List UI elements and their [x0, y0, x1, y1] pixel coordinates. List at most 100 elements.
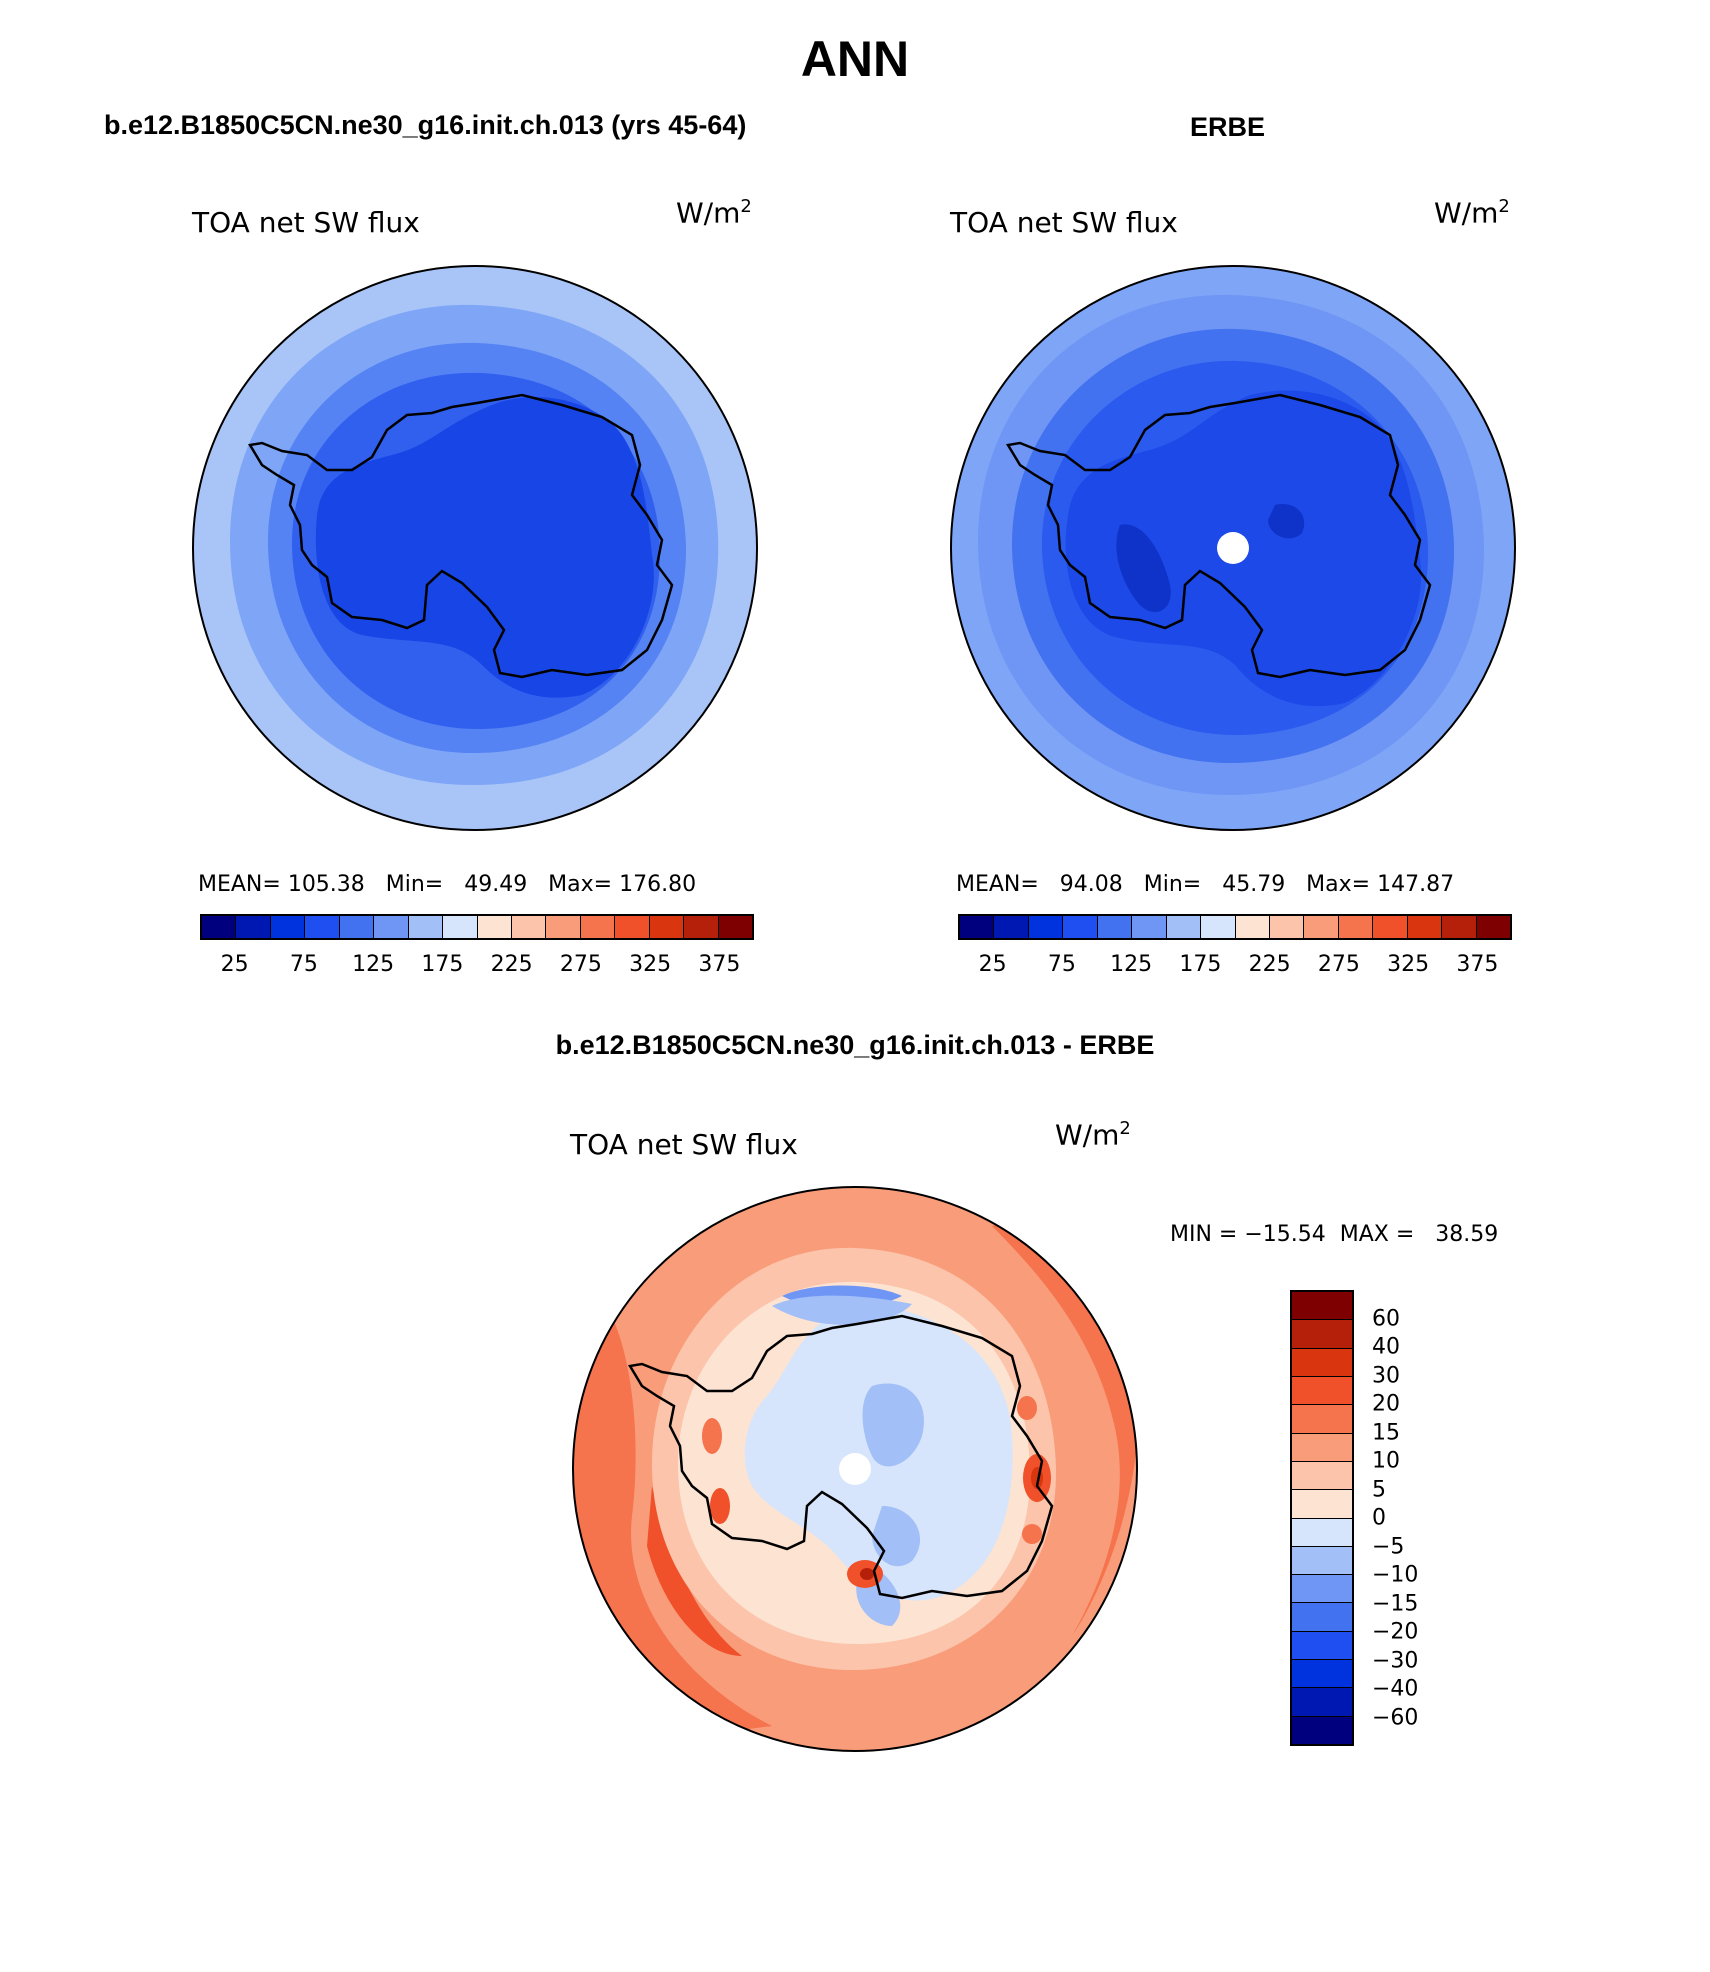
- colorbar-swatch: [615, 916, 650, 938]
- colorbar-swatch: [580, 916, 616, 938]
- colorbar-swatch: [408, 916, 444, 938]
- colorbar-swatch: [1442, 916, 1477, 938]
- colorbar-swatch: [1292, 1546, 1352, 1576]
- colorbar-swatch: [1292, 1518, 1352, 1547]
- colorbar-tick-label: 0: [1372, 1505, 1386, 1531]
- colorbar-tick-label: 325: [1387, 952, 1430, 977]
- obs-stats: MEAN= 94.08 Min= 45.79 Max= 147.87: [956, 872, 1455, 897]
- colorbar-swatch: [1292, 1320, 1352, 1349]
- colorbar-swatch: [1292, 1348, 1352, 1377]
- diff-panel-title: b.e12.B1850C5CN.ne30_g16.init.ch.013 - E…: [555, 1030, 1155, 1060]
- colorbar-swatch: [1201, 916, 1236, 938]
- obs-panel-title: ERBE: [1190, 112, 1266, 142]
- missing-data-pole: [839, 1453, 871, 1485]
- colorbar-swatch: [1292, 1603, 1352, 1632]
- model-panel-title: b.e12.B1850C5CN.ne30_g16.init.ch.013 (yr…: [104, 110, 747, 140]
- colorbar-tick-label: −30: [1372, 1648, 1419, 1673]
- colorbar-swatch: [1304, 916, 1339, 938]
- colorbar-swatch: [1292, 1376, 1352, 1406]
- colorbar-swatch: [1292, 1660, 1352, 1689]
- colorbar-tick-label: −60: [1372, 1705, 1419, 1730]
- diff-variable-label: TOA net SW flux: [570, 1128, 798, 1161]
- colorbar-swatch: [1292, 1575, 1352, 1604]
- diff-colorbar: [1290, 1290, 1354, 1746]
- colorbar-tick-label: 15: [1372, 1420, 1400, 1445]
- colorbar-swatch: [1292, 1631, 1352, 1661]
- colorbar-tick-label: 375: [698, 952, 741, 977]
- colorbar-swatch: [994, 916, 1029, 938]
- colorbar-swatch: [443, 916, 478, 938]
- antarctica-coastline: [247, 393, 674, 679]
- model-polar-map: [192, 265, 758, 831]
- colorbar-tick-label: 325: [629, 952, 672, 977]
- obs-variable-label: TOA net SW flux: [950, 206, 1178, 239]
- colorbar-tick-label: −20: [1372, 1619, 1419, 1645]
- missing-data-pole: [1217, 532, 1249, 564]
- obs-colorbar: [958, 914, 1512, 940]
- colorbar-swatch: [1063, 916, 1098, 938]
- colorbar-swatch: [236, 916, 271, 938]
- colorbar-tick-label: 225: [490, 952, 533, 977]
- model-colorbar: [200, 914, 754, 940]
- colorbar-swatch: [511, 916, 547, 938]
- colorbar-tick-label: −15: [1372, 1591, 1419, 1616]
- colorbar-swatch: [1292, 1716, 1352, 1744]
- colorbar-swatch: [1292, 1405, 1352, 1434]
- antarctica-coastline: [1005, 393, 1432, 679]
- colorbar-swatch: [1292, 1292, 1352, 1321]
- season-title: ANN: [800, 31, 910, 87]
- colorbar-swatch: [1166, 916, 1202, 938]
- colorbar-tick-label: 75: [289, 952, 318, 977]
- colorbar-swatch: [1235, 916, 1270, 938]
- colorbar-tick-label: −10: [1372, 1562, 1419, 1588]
- diff-unit-label: W/m2: [1055, 1118, 1131, 1152]
- colorbar-swatch: [1097, 916, 1133, 938]
- colorbar-swatch: [1292, 1461, 1352, 1491]
- model-unit-label: W/m2: [676, 196, 752, 230]
- colorbar-swatch: [1292, 1688, 1352, 1717]
- colorbar-swatch: [1407, 916, 1443, 938]
- colorbar-swatch: [477, 916, 512, 938]
- colorbar-swatch: [1292, 1490, 1352, 1519]
- colorbar-swatch: [960, 916, 995, 938]
- antarctica-coastline: [627, 1314, 1054, 1600]
- colorbar-tick-label: −5: [1372, 1534, 1405, 1559]
- model-stats: MEAN= 105.38 Min= 49.49 Max= 176.80: [198, 872, 697, 897]
- colorbar-tick-label: 175: [1179, 952, 1222, 977]
- colorbar-tick-label: 125: [352, 952, 395, 977]
- colorbar-tick-label: 175: [421, 952, 464, 977]
- colorbar-tick-label: 30: [1372, 1363, 1400, 1388]
- colorbar-tick-label: 275: [559, 952, 602, 977]
- colorbar-swatch: [374, 916, 409, 938]
- colorbar-tick-label: 75: [1047, 952, 1076, 977]
- colorbar-swatch: [1028, 916, 1064, 938]
- colorbar-tick-label: 225: [1248, 952, 1291, 977]
- colorbar-swatch: [684, 916, 719, 938]
- colorbar-tick-label: −40: [1372, 1676, 1419, 1702]
- colorbar-tick-label: 25: [978, 952, 1007, 977]
- colorbar-swatch: [305, 916, 340, 938]
- colorbar-tick-label: 20: [1372, 1391, 1400, 1417]
- colorbar-tick-label: 60: [1372, 1306, 1400, 1331]
- diff-polar-map: [572, 1186, 1138, 1752]
- colorbar-swatch: [270, 916, 306, 938]
- colorbar-tick-label: 275: [1317, 952, 1360, 977]
- colorbar-swatch: [1373, 916, 1408, 938]
- colorbar-tick-label: 375: [1456, 952, 1499, 977]
- obs-polar-map: [950, 265, 1516, 831]
- colorbar-swatch: [546, 916, 581, 938]
- model-variable-label: TOA net SW flux: [192, 206, 420, 239]
- colorbar-tick-label: 40: [1372, 1334, 1400, 1360]
- colorbar-swatch: [1338, 916, 1374, 938]
- colorbar-tick-label: 5: [1372, 1477, 1386, 1502]
- colorbar-swatch: [1132, 916, 1167, 938]
- diff-stats: MIN = −15.54 MAX = 38.59: [1170, 1222, 1499, 1247]
- colorbar-swatch: [718, 916, 752, 938]
- colorbar-swatch: [202, 916, 237, 938]
- colorbar-swatch: [339, 916, 375, 938]
- colorbar-swatch: [1476, 916, 1510, 938]
- colorbar-tick-label: 25: [220, 952, 249, 977]
- colorbar-swatch: [649, 916, 685, 938]
- colorbar-tick-label: 125: [1110, 952, 1153, 977]
- obs-unit-label: W/m2: [1434, 196, 1510, 230]
